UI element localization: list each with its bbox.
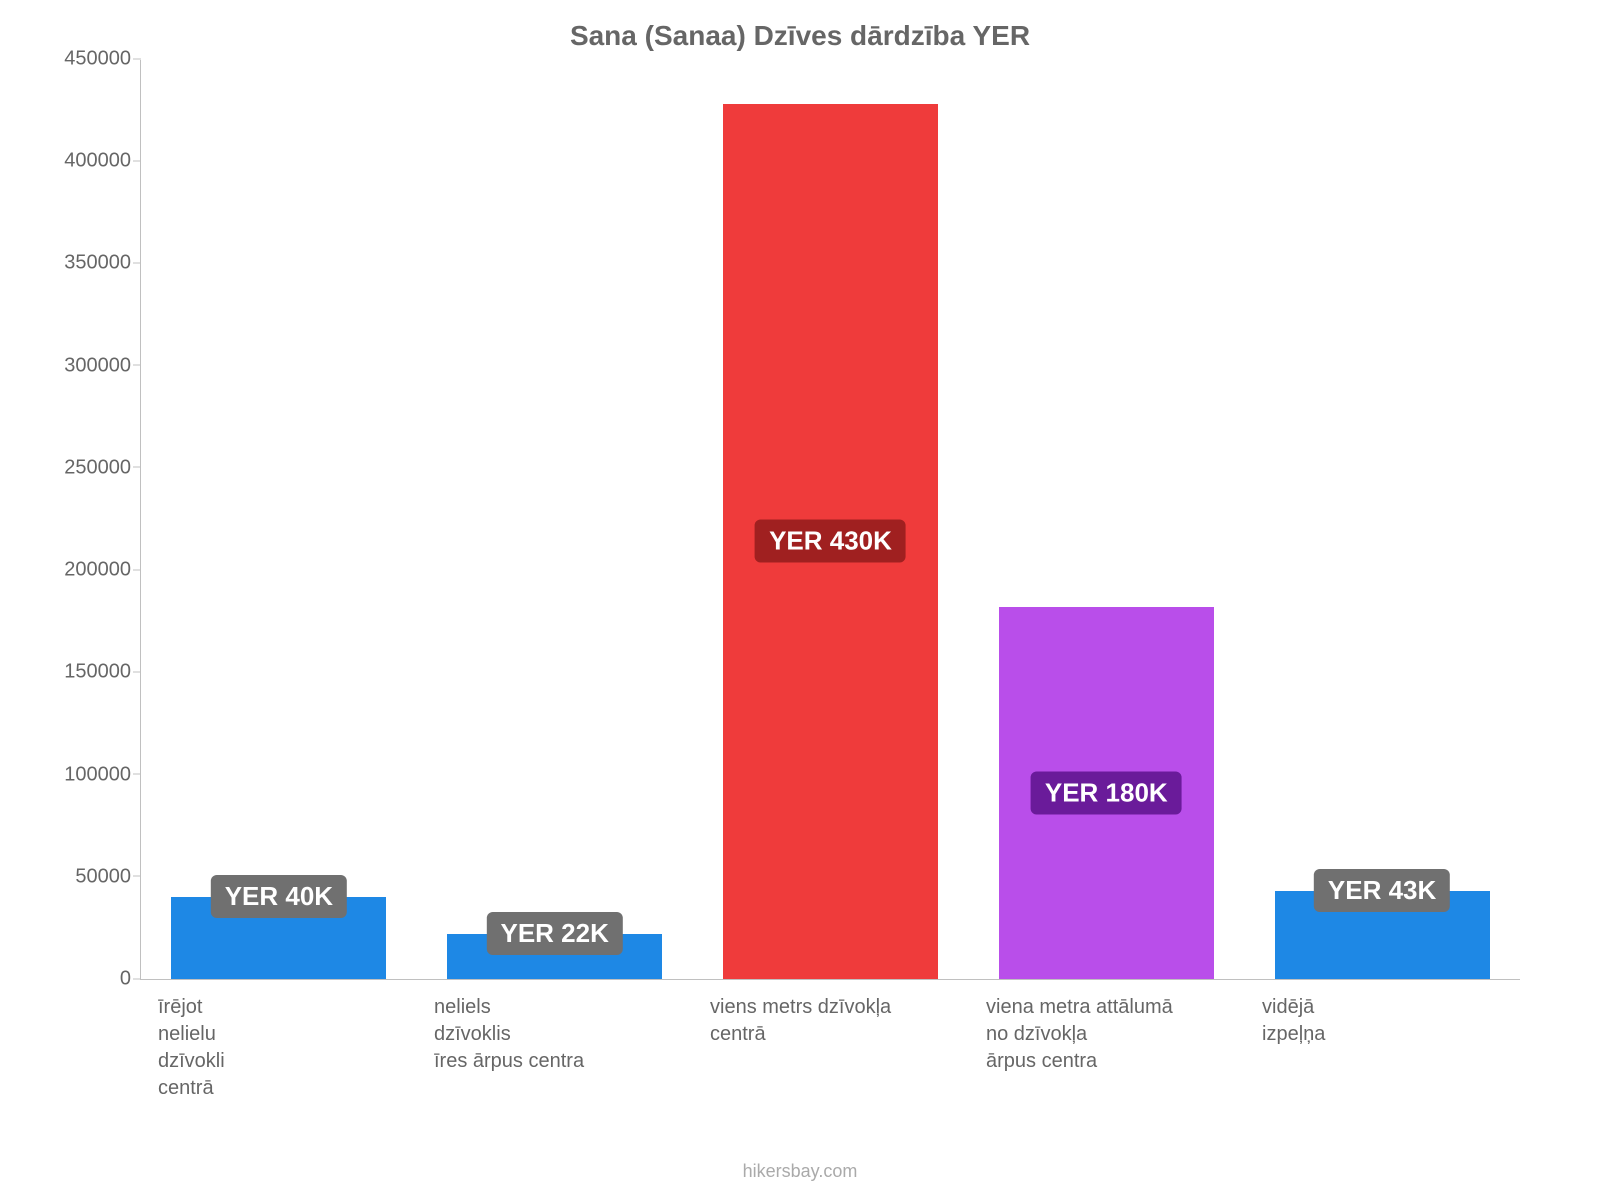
y-tick: 100000 — [51, 763, 131, 786]
bar-slot: YER 22K — [417, 934, 693, 979]
bar-slot: YER 180K — [968, 607, 1244, 979]
y-tick: 450000 — [51, 48, 131, 71]
bar-value-badge: YER 22K — [486, 912, 622, 955]
bar-value-badge: YER 40K — [211, 875, 347, 918]
x-axis-labels: īrējotnelieludzīvoklicentrānelielsdzīvok… — [140, 980, 1520, 1102]
y-tick: 300000 — [51, 354, 131, 377]
x-label: īrējotnelieludzīvoklicentrā — [140, 980, 416, 1102]
y-tick: 50000 — [51, 865, 131, 888]
x-label: nelielsdzīvoklisīres ārpus centra — [416, 980, 692, 1102]
y-tick: 0 — [51, 968, 131, 991]
bar: YER 43K — [1275, 891, 1490, 979]
bars-area: YER 40K YER 22K YER 430K YER 180K YER 43K — [141, 60, 1520, 979]
bar-value-badge: YER 43K — [1314, 869, 1450, 912]
y-tick: 150000 — [51, 661, 131, 684]
x-label: viena metra attālumāno dzīvokļaārpus cen… — [968, 980, 1244, 1102]
chart-title: Sana (Sanaa) Dzīves dārdzība YER — [40, 20, 1560, 52]
x-label: viens metrs dzīvokļacentrā — [692, 980, 968, 1102]
chart-container: Sana (Sanaa) Dzīves dārdzība YER YER 40K… — [0, 0, 1600, 1200]
plot-area: YER 40KYER 22KYER 430KYER 180KYER 43K 05… — [140, 60, 1520, 980]
y-tick: 350000 — [51, 252, 131, 275]
y-tick: 200000 — [51, 559, 131, 582]
attribution-text: hikersbay.com — [0, 1161, 1600, 1182]
x-label: vidējāizpeļņa — [1244, 980, 1520, 1102]
bar: YER 430K — [723, 104, 938, 979]
bar-slot: YER 43K — [1244, 891, 1520, 979]
bar: YER 180K — [999, 607, 1214, 979]
bar-slot: YER 40K — [141, 897, 417, 979]
bar-value-badge: YER 180K — [1031, 771, 1182, 814]
bar: YER 22K — [447, 934, 662, 979]
y-tick: 400000 — [51, 150, 131, 173]
bar-slot: YER 430K — [693, 104, 969, 979]
bar-value-badge: YER 430K — [755, 520, 906, 563]
y-tick: 250000 — [51, 456, 131, 479]
bar: YER 40K — [171, 897, 386, 979]
